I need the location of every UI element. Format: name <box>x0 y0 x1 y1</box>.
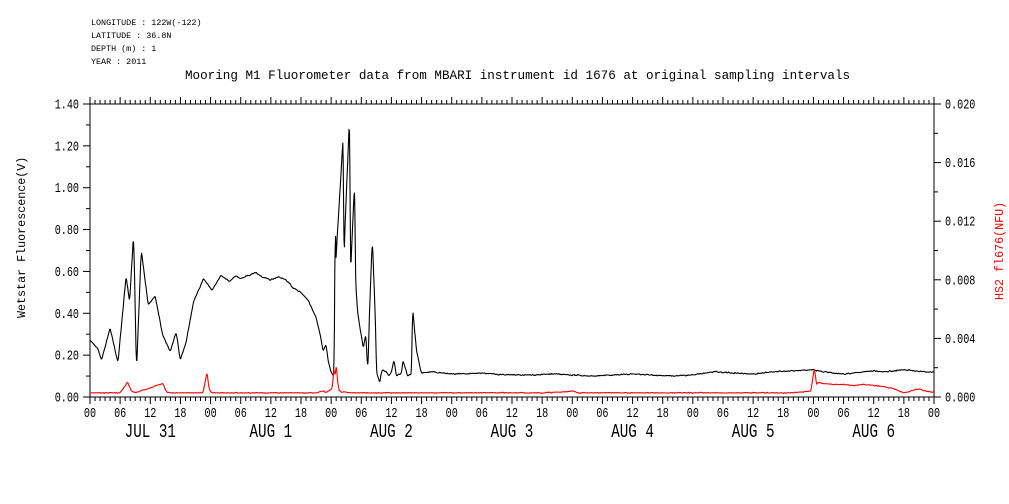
svg-text:00: 00 <box>687 406 699 422</box>
svg-text:AUG 1: AUG 1 <box>250 422 293 444</box>
svg-text:00: 00 <box>204 406 216 422</box>
svg-text:JUL 31: JUL 31 <box>125 422 176 444</box>
svg-text:06: 06 <box>355 406 367 422</box>
svg-text:00: 00 <box>807 406 819 422</box>
svg-text:00: 00 <box>446 406 458 422</box>
svg-text:AUG 4: AUG 4 <box>611 422 654 444</box>
svg-text:06: 06 <box>476 406 488 422</box>
svg-text:0.012: 0.012 <box>945 214 975 230</box>
svg-text:18: 18 <box>295 406 307 422</box>
svg-text:18: 18 <box>657 406 669 422</box>
svg-text:18: 18 <box>898 406 910 422</box>
svg-text:06: 06 <box>837 406 849 422</box>
svg-text:0.20: 0.20 <box>55 348 79 364</box>
svg-text:06: 06 <box>596 406 608 422</box>
svg-text:12: 12 <box>265 406 277 422</box>
svg-text:0.016: 0.016 <box>945 156 975 172</box>
svg-text:1.00: 1.00 <box>55 181 79 197</box>
svg-text:00: 00 <box>84 406 96 422</box>
svg-text:00: 00 <box>566 406 578 422</box>
svg-text:06: 06 <box>717 406 729 422</box>
svg-text:0.00: 0.00 <box>55 390 79 406</box>
svg-text:AUG 2: AUG 2 <box>370 422 413 444</box>
svg-text:AUG 3: AUG 3 <box>491 422 534 444</box>
svg-text:12: 12 <box>506 406 518 422</box>
svg-text:18: 18 <box>174 406 186 422</box>
svg-text:AUG 5: AUG 5 <box>732 422 775 444</box>
svg-text:18: 18 <box>536 406 548 422</box>
svg-text:0.020: 0.020 <box>945 97 975 113</box>
svg-text:00: 00 <box>928 406 940 422</box>
svg-text:12: 12 <box>144 406 156 422</box>
svg-text:18: 18 <box>777 406 789 422</box>
svg-text:12: 12 <box>626 406 638 422</box>
svg-text:0.008: 0.008 <box>945 273 975 289</box>
svg-text:06: 06 <box>235 406 247 422</box>
svg-text:0.40: 0.40 <box>55 306 79 322</box>
svg-text:12: 12 <box>747 406 759 422</box>
svg-text:1.20: 1.20 <box>55 139 79 155</box>
svg-text:00: 00 <box>325 406 337 422</box>
svg-text:06: 06 <box>114 406 126 422</box>
svg-text:0.80: 0.80 <box>55 223 79 239</box>
svg-text:0.60: 0.60 <box>55 265 79 281</box>
svg-text:12: 12 <box>868 406 880 422</box>
svg-text:AUG 6: AUG 6 <box>852 422 895 444</box>
svg-text:0.000: 0.000 <box>945 390 975 406</box>
svg-text:1.40: 1.40 <box>55 97 79 113</box>
svg-text:0.004: 0.004 <box>945 332 975 348</box>
svg-text:12: 12 <box>385 406 397 422</box>
svg-text:18: 18 <box>415 406 427 422</box>
